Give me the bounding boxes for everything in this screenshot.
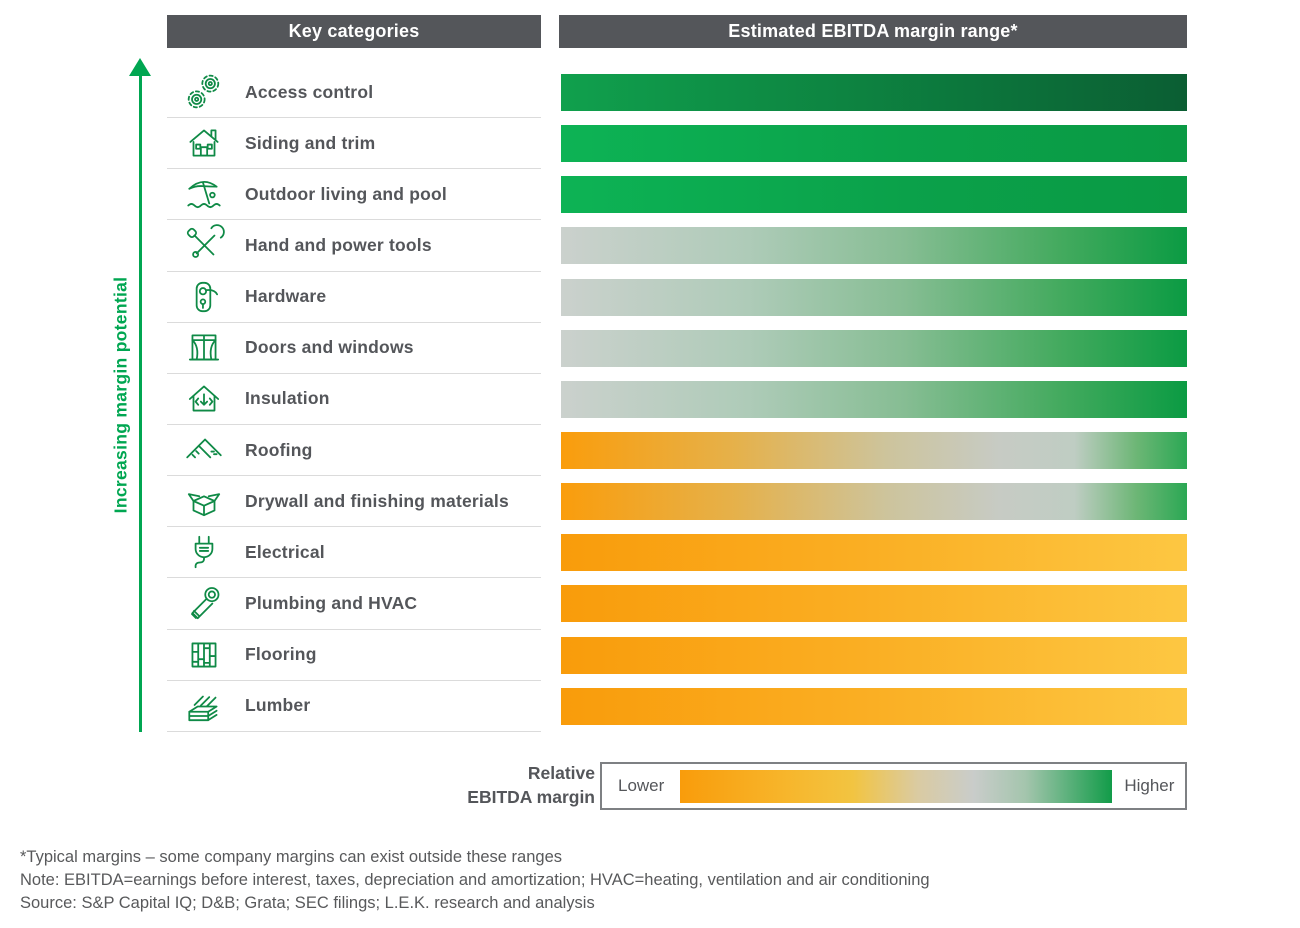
pipe-icon (181, 580, 227, 626)
category-row: Lumber (0, 681, 1300, 732)
category-cell: Hardware (167, 272, 541, 323)
lumber-stack-icon (181, 683, 227, 729)
category-cell: Flooring (167, 630, 541, 681)
margin-range-bar (561, 585, 1187, 623)
category-label: Plumbing and HVAC (245, 592, 418, 613)
category-row: Drywall and finishing materials (0, 476, 1300, 528)
category-cell: Hand and power tools (167, 220, 541, 272)
category-label: Electrical (245, 541, 325, 562)
margin-range-bar (561, 636, 1187, 674)
open-box-icon (181, 478, 227, 524)
category-rows: Access control Siding and trim Outdoor l… (0, 67, 1300, 732)
category-label: Outdoor living and pool (245, 183, 447, 204)
key-categories-header: Key categories (167, 15, 541, 48)
category-label: Hand and power tools (245, 234, 432, 255)
category-cell: Lumber (167, 681, 541, 732)
category-row: Hardware (0, 272, 1300, 323)
category-row: Plumbing and HVAC (0, 578, 1300, 630)
legend-title-line1: Relative (527, 763, 595, 783)
category-label: Doors and windows (245, 337, 414, 358)
category-row: Doors and windows (0, 323, 1300, 374)
door-handle-icon (181, 274, 227, 320)
category-label: Access control (245, 81, 374, 102)
plug-icon (181, 529, 227, 575)
legend-gradient-bar (680, 769, 1113, 803)
category-row: Siding and trim (0, 118, 1300, 170)
margin-range-bar (561, 176, 1187, 214)
category-cell: Insulation (167, 374, 541, 425)
margin-axis-line (139, 74, 142, 732)
legend-lower-label: Lower (618, 776, 665, 795)
category-row: Insulation (0, 374, 1300, 425)
insulation-house-icon (181, 376, 227, 422)
category-row: Flooring (0, 630, 1300, 681)
category-cell: Siding and trim (167, 118, 541, 170)
margin-range-bar (561, 278, 1187, 316)
margin-range-bar (561, 227, 1187, 265)
margin-range-bar (561, 329, 1187, 367)
footnotes: *Typical margins – some company margins … (20, 846, 930, 914)
margin-range-bar (561, 534, 1187, 572)
margin-range-bar (561, 74, 1187, 111)
category-cell: Outdoor living and pool (167, 169, 541, 221)
tools-icon (181, 222, 227, 268)
margin-range-bar (561, 125, 1187, 163)
category-cell: Drywall and finishing materials (167, 476, 541, 528)
category-row: Roofing (0, 425, 1300, 477)
footnote-asterisk: *Typical margins – some company margins … (20, 848, 563, 866)
margin-range-bar (561, 687, 1187, 725)
category-cell: Roofing (167, 425, 541, 477)
house-icon (181, 120, 227, 166)
legend: Lower Higher (600, 762, 1187, 810)
category-cell: Plumbing and HVAC (167, 578, 541, 630)
roof-icon (181, 427, 227, 473)
ebitda-range-header: Estimated EBITDA margin range* (559, 15, 1187, 48)
margin-range-bar (561, 431, 1187, 469)
category-row: Electrical (0, 527, 1300, 579)
category-label: Flooring (245, 644, 317, 665)
category-label: Lumber (245, 695, 311, 716)
legend-higher-label: Higher (1124, 776, 1175, 795)
gears-icon (181, 69, 227, 115)
footnote-note: Note: EBITDA=earnings before interest, t… (20, 870, 930, 889)
margin-range-bar (561, 483, 1187, 521)
category-row: Hand and power tools (0, 220, 1300, 272)
category-cell: Access control (167, 67, 541, 119)
legend-title-line2: EBITDA margin (467, 787, 595, 807)
legend-title: Relative EBITDA margin (330, 761, 595, 809)
footnote-source: Source: S&P Capital IQ; D&B; Grata; SEC … (20, 893, 595, 912)
up-arrow-icon (129, 58, 151, 76)
floor-planks-icon (181, 632, 227, 678)
category-cell: Doors and windows (167, 323, 541, 374)
category-label: Siding and trim (245, 132, 376, 153)
category-cell: Electrical (167, 527, 541, 579)
key-categories-header-label: Key categories (288, 21, 420, 41)
category-label: Insulation (245, 388, 330, 409)
beach-umbrella-icon (181, 171, 227, 217)
ebitda-range-header-label: Estimated EBITDA margin range* (728, 21, 1018, 41)
category-row: Access control (0, 67, 1300, 119)
window-icon (181, 325, 227, 371)
margin-range-bar (561, 380, 1187, 418)
category-label: Drywall and finishing materials (245, 490, 509, 511)
category-row: Outdoor living and pool (0, 169, 1300, 221)
category-label: Roofing (245, 439, 313, 460)
category-label: Hardware (245, 286, 327, 307)
